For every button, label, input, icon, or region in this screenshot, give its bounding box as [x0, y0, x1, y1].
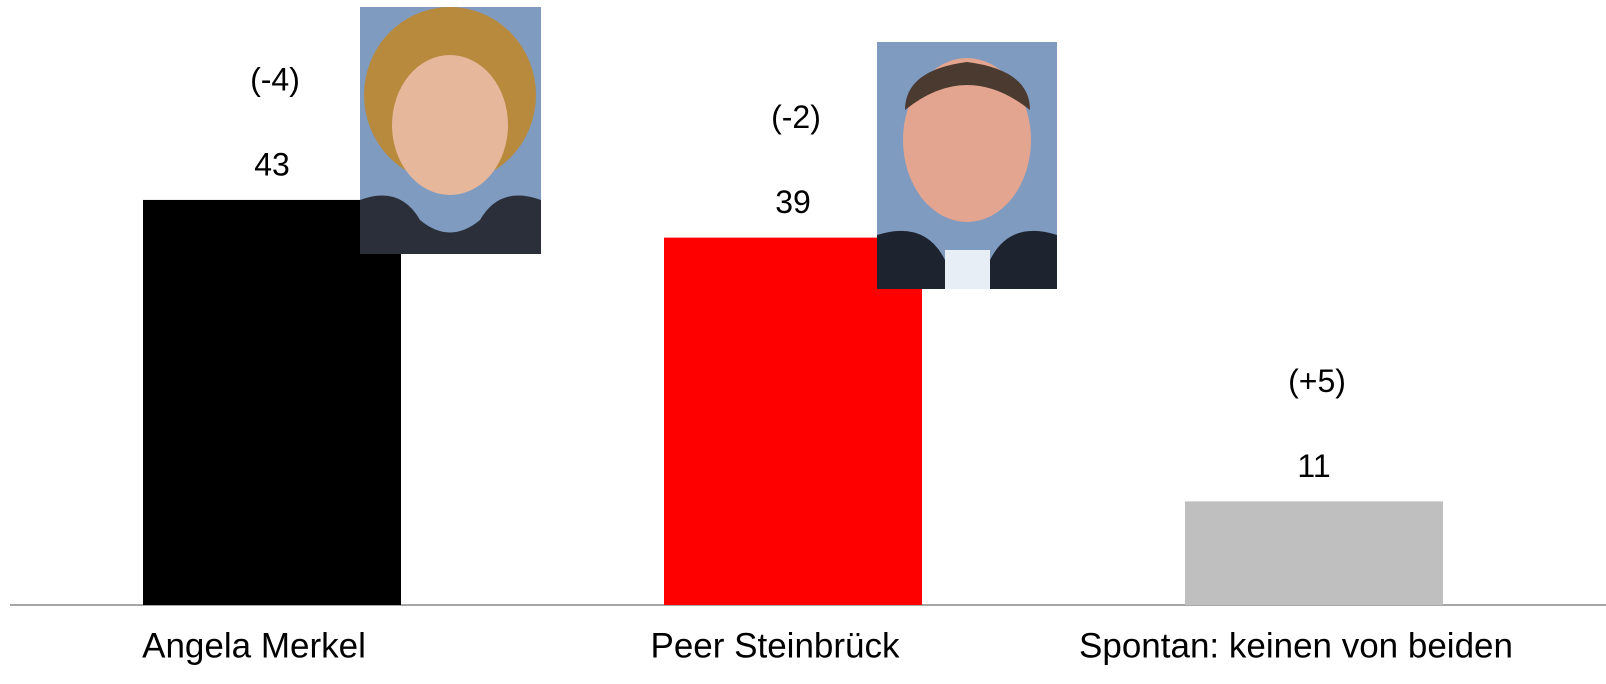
- change-label: (-4): [250, 61, 300, 97]
- category-label: Peer Steinbrück: [650, 626, 900, 665]
- change-label: (+5): [1288, 363, 1346, 399]
- photo: [360, 7, 541, 254]
- value-label: 39: [775, 184, 811, 220]
- bar: [1185, 501, 1443, 605]
- category-label: Angela Merkel: [142, 626, 366, 665]
- photo: [877, 42, 1057, 289]
- bar: [143, 200, 401, 605]
- category-label: Spontan: keinen von beiden: [1079, 626, 1513, 665]
- value-label: 43: [254, 146, 290, 182]
- change-label: (-2): [771, 99, 821, 135]
- value-label: 11: [1297, 448, 1330, 484]
- bar: [664, 238, 922, 605]
- chart: 43 (-4) Angela Merkel 39 (-2) Peer Steinbrück…: [0, 0, 1606, 684]
